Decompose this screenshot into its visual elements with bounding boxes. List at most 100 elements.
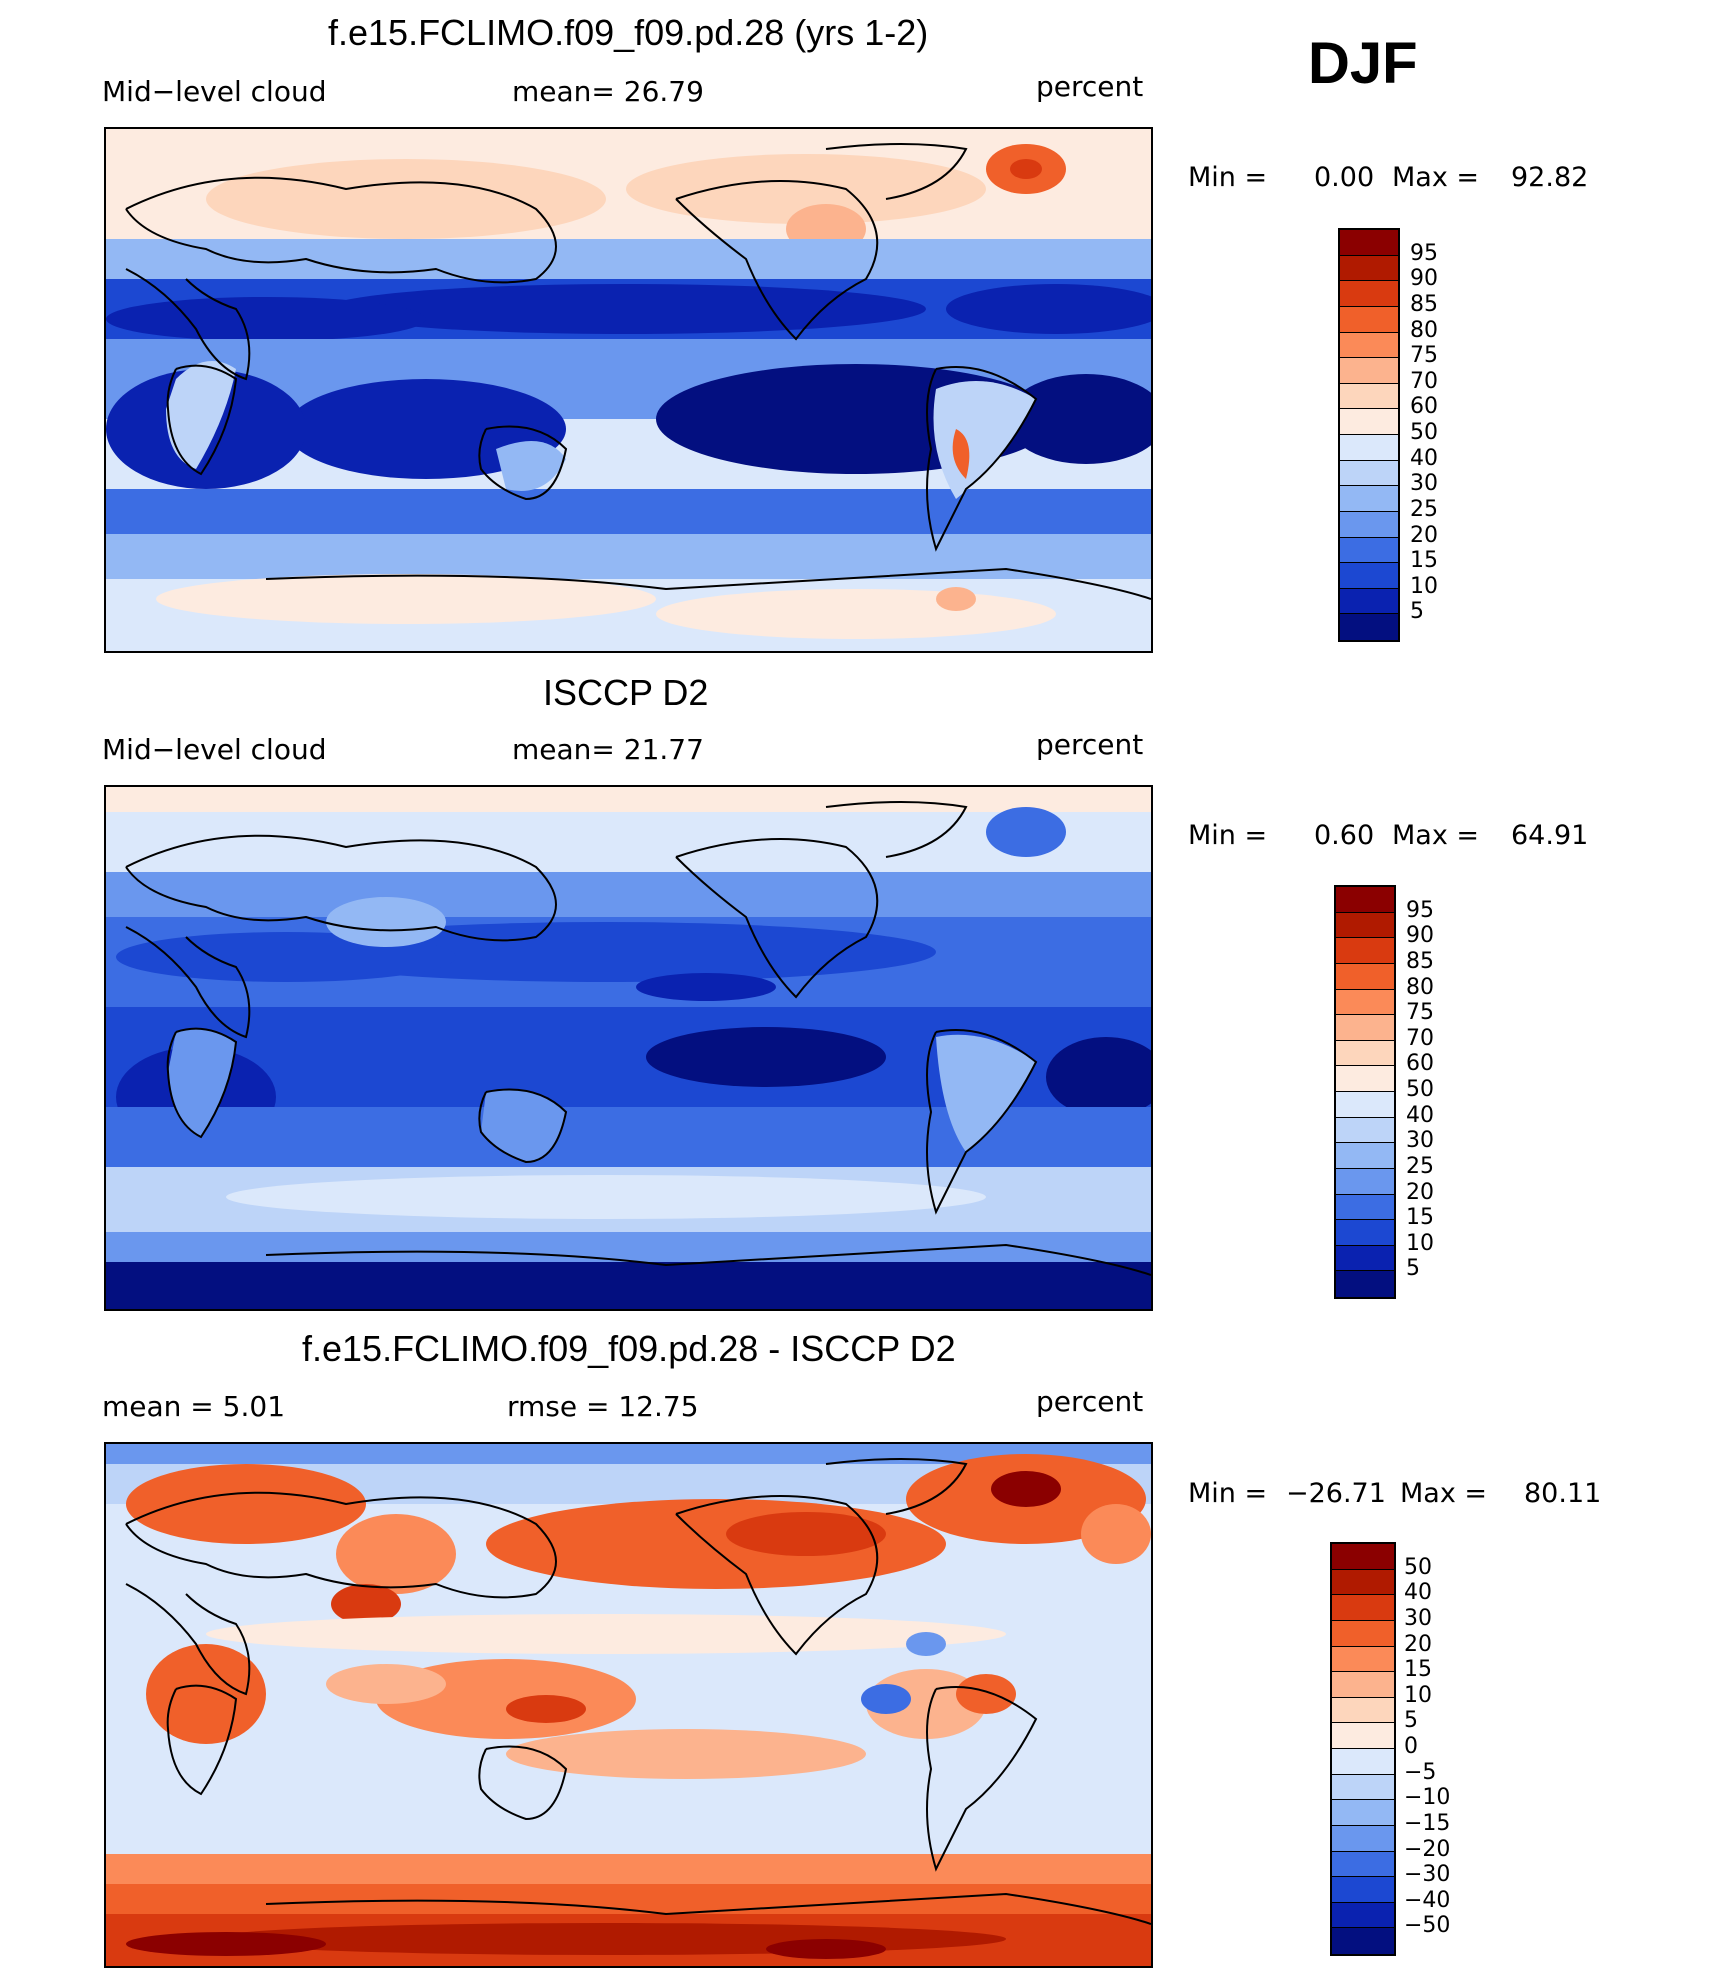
colorbar-tick-label: −20 xyxy=(1404,1836,1451,1862)
colorbar-tick-label: 70 xyxy=(1406,1025,1434,1051)
panel-2-min-value: 0.60 xyxy=(1314,820,1375,851)
panel-3-min-value: −26.71 xyxy=(1286,1478,1386,1509)
colorbar-tick-label: 60 xyxy=(1406,1051,1434,1077)
colorbar-segment xyxy=(1336,938,1394,964)
colorbar-segment xyxy=(1332,1697,1394,1724)
panel-3-min-text: Min = xyxy=(1188,1478,1268,1509)
colorbar-tick-label: 85 xyxy=(1410,291,1438,317)
colorbar-tick-label: 15 xyxy=(1406,1205,1434,1231)
colorbar-tick-label: 25 xyxy=(1406,1153,1434,1179)
colorbar-tick-label: 85 xyxy=(1406,948,1434,974)
colorbar-segment xyxy=(1340,588,1398,615)
colorbar-tick-label: −30 xyxy=(1404,1862,1451,1888)
colorbar-segment xyxy=(1340,255,1398,282)
colorbar-tick-label: 80 xyxy=(1410,317,1438,343)
colorbar-segment xyxy=(1340,358,1398,384)
colorbar-tick-label: −15 xyxy=(1404,1810,1451,1836)
colorbar-tick-label: 5 xyxy=(1410,599,1424,625)
colorbar-segment xyxy=(1340,614,1398,640)
colorbar-segment xyxy=(1340,537,1398,564)
colorbar-segment xyxy=(1340,486,1398,512)
colorbar-tick-label: 90 xyxy=(1406,923,1434,949)
colorbar-segment xyxy=(1336,989,1394,1016)
panel-2-variable-label: Mid−level cloud xyxy=(102,733,327,766)
panel-3-map xyxy=(104,1442,1153,1968)
panel-1-max-value: 92.82 xyxy=(1511,162,1589,193)
panel-3-mean-label: mean = 5.01 xyxy=(102,1390,286,1423)
panel-2-colorbar xyxy=(1334,885,1396,1299)
colorbar-segment xyxy=(1336,1194,1394,1221)
colorbar-tick-label: 30 xyxy=(1406,1128,1434,1154)
colorbar-tick-label: 50 xyxy=(1406,1077,1434,1102)
colorbar-tick-label: 30 xyxy=(1404,1605,1432,1631)
colorbar-segment xyxy=(1340,460,1398,487)
colorbar-segment xyxy=(1336,1271,1394,1297)
colorbar-segment xyxy=(1332,1825,1394,1852)
colorbar-segment xyxy=(1336,1040,1394,1067)
colorbar-segment xyxy=(1336,1143,1394,1169)
colorbar-tick-label: 20 xyxy=(1410,522,1438,548)
panel-3-max-text: Max = xyxy=(1400,1478,1488,1509)
colorbar-tick-label: 70 xyxy=(1410,368,1438,394)
colorbar-segment xyxy=(1340,306,1398,333)
panel-1-variable-label: Mid−level cloud xyxy=(102,75,327,108)
panel-1-units-label: percent xyxy=(1036,70,1144,103)
colorbar-segment xyxy=(1336,1092,1394,1118)
panel-1-title: f.e15.FCLIMO.f09_f09.pd.28 (yrs 1-2) xyxy=(328,12,929,53)
colorbar-tick-label: 0 xyxy=(1404,1734,1418,1759)
colorbar-tick-label: 50 xyxy=(1404,1554,1432,1580)
colorbar-segment xyxy=(1336,887,1394,913)
panel-1-max-text: Max = xyxy=(1392,162,1480,193)
colorbar-segment xyxy=(1332,1800,1394,1826)
colorbar-segment xyxy=(1340,563,1398,589)
colorbar-tick-label: 95 xyxy=(1406,897,1434,923)
colorbar-segment xyxy=(1332,1569,1394,1596)
colorbar-tick-label: 50 xyxy=(1410,420,1438,445)
colorbar-tick-label: 80 xyxy=(1406,974,1434,1000)
colorbar-tick-label: 15 xyxy=(1404,1657,1432,1683)
colorbar-tick-label: 30 xyxy=(1410,471,1438,497)
colorbar-tick-label: 75 xyxy=(1406,1000,1434,1026)
colorbar-segment xyxy=(1336,1117,1394,1144)
colorbar-tick-label: 10 xyxy=(1410,573,1438,599)
colorbar-tick-label: −10 xyxy=(1404,1785,1451,1811)
colorbar-tick-label: 95 xyxy=(1410,240,1438,266)
colorbar-segment xyxy=(1340,230,1398,256)
panel-2-map xyxy=(104,785,1153,1311)
colorbar-segment xyxy=(1332,1851,1394,1878)
colorbar-tick-label: 5 xyxy=(1404,1708,1418,1734)
colorbar-segment xyxy=(1332,1723,1394,1749)
colorbar-segment xyxy=(1336,1168,1394,1195)
colorbar-segment xyxy=(1336,1220,1394,1246)
colorbar-tick-label: 10 xyxy=(1404,1682,1432,1708)
colorbar-tick-label: 75 xyxy=(1410,343,1438,369)
colorbar-segment xyxy=(1332,1646,1394,1673)
panel-2-units-label: percent xyxy=(1036,728,1144,761)
panel-1-map xyxy=(104,127,1153,653)
panel-3-units-label: percent xyxy=(1036,1385,1144,1418)
colorbar-tick-label: −50 xyxy=(1404,1913,1451,1939)
colorbar-segment xyxy=(1332,1928,1394,1954)
panel-2-max-text: Max = xyxy=(1392,820,1480,851)
panel-1-min-value: 0.00 xyxy=(1314,162,1375,193)
colorbar-segment xyxy=(1336,1066,1394,1092)
colorbar-segment xyxy=(1332,1620,1394,1647)
colorbar-tick-label: 40 xyxy=(1410,445,1438,471)
colorbar-segment xyxy=(1340,409,1398,435)
colorbar-segment xyxy=(1332,1749,1394,1775)
colorbar-tick-label: 25 xyxy=(1410,496,1438,522)
colorbar-tick-label: 5 xyxy=(1406,1256,1420,1282)
panel-3-colorbar xyxy=(1330,1542,1396,1956)
panel-2-title: ISCCP D2 xyxy=(543,672,709,713)
panel-1-colorbar xyxy=(1338,228,1400,642)
colorbar-tick-label: 60 xyxy=(1410,394,1438,420)
panel-2-mean-label: mean= 21.77 xyxy=(512,733,704,766)
colorbar-segment xyxy=(1332,1877,1394,1903)
colorbar-segment xyxy=(1332,1774,1394,1801)
colorbar-segment xyxy=(1336,963,1394,990)
colorbar-segment xyxy=(1332,1672,1394,1698)
panel-3-rmse-label: rmse = 12.75 xyxy=(507,1390,699,1423)
colorbar-tick-label: 40 xyxy=(1404,1580,1432,1606)
colorbar-tick-label: 90 xyxy=(1410,266,1438,292)
colorbar-segment xyxy=(1336,1015,1394,1041)
